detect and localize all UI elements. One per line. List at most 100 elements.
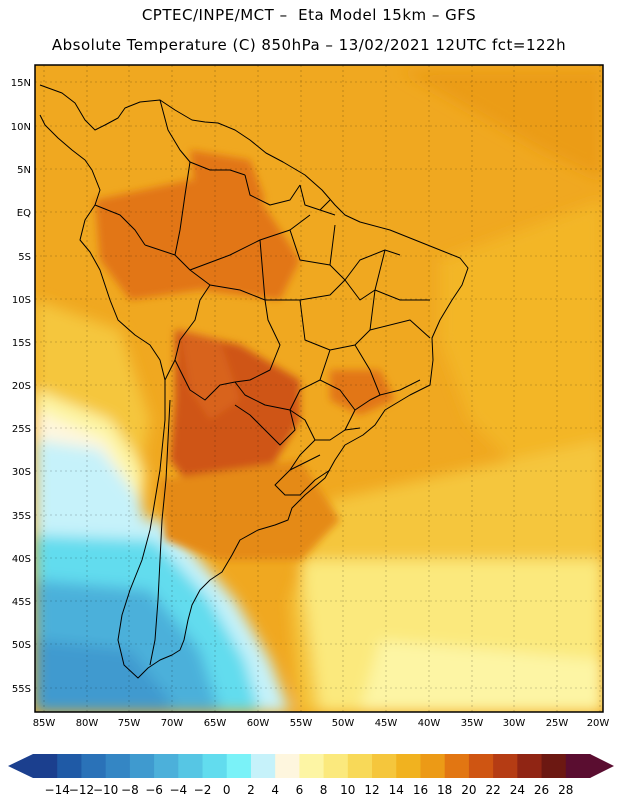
colorbar-swatch (444, 754, 470, 778)
temperature-map: 15N 10N 5N EQ 5S 10S 15S 20S 25S 30S 35S… (8, 64, 614, 797)
border-argentina-brazil-uruguay (274, 409, 331, 496)
lat-label: 15N (11, 78, 31, 89)
colorbar-swatch (105, 754, 131, 778)
hot-core-amazon (95, 180, 300, 300)
colorbar-swatch (347, 754, 373, 778)
country-borders (39, 84, 469, 679)
colorbar-swatch (33, 754, 58, 778)
hot-core-bolivia (180, 330, 240, 420)
brazil-states-north (189, 214, 430, 301)
pale-south-atlantic (360, 640, 603, 712)
lon-label: 35W (461, 718, 484, 729)
lon-label: 60W (247, 718, 270, 729)
lon-label: 25W (546, 718, 569, 729)
pacific-cold-tongue (35, 440, 150, 545)
colorbar-label: −2 (194, 783, 212, 797)
colorbar-swatch (372, 754, 397, 778)
map-frame (34, 64, 604, 713)
lon-label: 20W (587, 718, 610, 729)
colorbar-label: −8 (121, 783, 139, 797)
colorbar-swatch (226, 754, 252, 778)
colorbar: −14−12−10 −8 −6 −4 −2 0 2 4 6 8 10 12 14 16 18 20 22 24 26… (8, 754, 614, 797)
colorbar-right-arrow (590, 754, 614, 778)
longitude-axis: 85W 80W 75W 70W 65W 60W 55W 50W 45W 40W … (33, 718, 610, 729)
lon-label: 50W (332, 718, 355, 729)
colorbar-swatch (493, 754, 518, 778)
lat-label: 35S (12, 511, 31, 522)
colorbar-swatch (250, 754, 276, 778)
brazil-states-south (315, 379, 381, 441)
colorbar-label: 28 (558, 783, 573, 797)
lat-label: EQ (17, 208, 31, 219)
colorbar-label: −6 (145, 783, 163, 797)
chart-title-line-1: CPTEC/INPE/MCT – Eta Model 15km – GFS (141, 6, 477, 24)
latitude-axis: 15N 10N 5N EQ 5S 10S 15S 20S 25S 30S 35S… (11, 78, 31, 695)
colorbar-swatch (517, 754, 543, 778)
hot-patch-brazil-east (330, 370, 395, 415)
colorbar-swatch (154, 754, 179, 778)
lon-label: 75W (118, 718, 141, 729)
lat-label: 10N (11, 122, 31, 133)
colorbar-swatch (57, 754, 82, 778)
colorbar-label: −12 (69, 783, 94, 797)
colorbar-swatch (420, 754, 446, 778)
border-bolivia-brazil (209, 284, 281, 383)
colorbar-swatch (81, 754, 107, 778)
lat-label: 30S (12, 467, 31, 478)
colorbar-label: 20 (461, 783, 476, 797)
lat-label: 5N (17, 165, 31, 176)
colorbar-label: 2 (247, 783, 255, 797)
colorbar-label: 24 (510, 783, 525, 797)
colorbar-swatch (323, 754, 349, 778)
colorbar-label: 16 (413, 783, 428, 797)
colorbar-label: 8 (320, 783, 328, 797)
warm-ocean-north (400, 70, 603, 180)
pacific-coldest (35, 640, 170, 712)
lat-label: 20S (12, 381, 31, 392)
lon-label: 65W (204, 718, 227, 729)
colorbar-swatch (396, 754, 421, 778)
lon-label: 55W (290, 718, 313, 729)
lon-label: 45W (375, 718, 398, 729)
colorbar-label: 14 (389, 783, 404, 797)
lat-label: 10S (12, 295, 31, 306)
colorbar-label: 18 (437, 783, 452, 797)
colorbar-swatch (299, 754, 325, 778)
colorbar-label: −14 (45, 783, 70, 797)
colorbar-swatch (202, 754, 228, 778)
border-paraguay (234, 381, 296, 446)
brazil-states-center (265, 279, 431, 411)
lat-label: 55S (12, 684, 31, 695)
colorbar-label: 12 (364, 783, 379, 797)
mild-atlantic-band (440, 200, 603, 520)
colorbar-left-arrow (8, 754, 33, 778)
border-venezuela-brazil (244, 174, 301, 206)
colorbar-label: 10 (340, 783, 355, 797)
border-argentina-chile (149, 399, 171, 666)
lon-label: 80W (76, 718, 99, 729)
colorbar-label: 0 (223, 783, 231, 797)
coastline-south-america (39, 84, 469, 679)
colorbar-swatch (275, 754, 300, 778)
lon-label: 40W (418, 718, 441, 729)
border-guianas (299, 184, 336, 216)
colorbar-label: 4 (271, 783, 279, 797)
lat-label: 5S (18, 252, 31, 263)
lat-label: 25S (12, 424, 31, 435)
lon-label: 85W (33, 718, 56, 729)
colorbar-label: 6 (296, 783, 304, 797)
colorbar-swatch (129, 754, 155, 778)
lat-label: 40S (12, 554, 31, 565)
chart-title-line-2: Absolute Temperature (C) 850hPa – 13/02/… (51, 36, 567, 54)
warm-core-argentina (160, 460, 340, 560)
border-bolivia-chile-argentina (174, 359, 236, 401)
colorbar-label: 22 (485, 783, 500, 797)
lat-label: 15S (12, 338, 31, 349)
border-colombia-brazil (174, 161, 191, 256)
hot-patch-north (190, 150, 265, 210)
temperature-field (35, 65, 603, 712)
colorbar-label: 26 (534, 783, 549, 797)
border-ecuador (94, 204, 146, 246)
colorbar-swatch (541, 754, 567, 778)
colorbar-swatch (565, 754, 591, 778)
